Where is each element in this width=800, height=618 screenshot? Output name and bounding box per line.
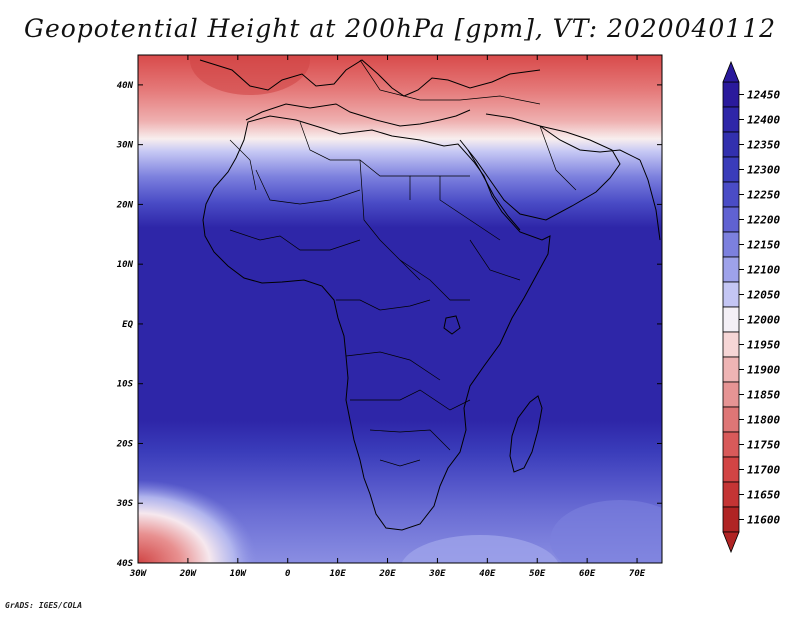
colorbar-swatch	[722, 481, 740, 508]
colorbar-swatch	[722, 506, 740, 533]
map-title: Geopotential Height at 200hPa [gpm], VT:…	[23, 14, 777, 43]
border-line	[469, 239, 521, 281]
colorbar-label: 12250	[747, 189, 780, 202]
border-line	[399, 259, 470, 301]
height-field	[138, 55, 662, 563]
lon-tick-label: 20E	[378, 569, 396, 579]
africa-coastline	[202, 115, 551, 531]
colorbar-label: 12050	[747, 289, 780, 302]
border-line	[439, 176, 501, 241]
colorbar-label: 12450	[747, 89, 780, 102]
colorbar-swatch	[722, 181, 740, 208]
lat-tick-label: 10S	[117, 380, 134, 390]
colorbar-label: 12300	[747, 164, 780, 177]
colorbar-label: 11650	[747, 489, 780, 502]
colorbar-swatch	[722, 381, 740, 408]
colorbar-min-arrow	[722, 531, 740, 554]
colorbar-swatch	[722, 456, 740, 483]
border-line	[336, 299, 431, 311]
colorbar-label: 12150	[747, 239, 780, 252]
lat-tick-label: 40S	[117, 559, 134, 569]
colorbar-swatch	[722, 356, 740, 383]
colorbar-label: 12350	[747, 139, 780, 152]
border-line	[379, 459, 421, 467]
lat-tick-label: 40N	[117, 81, 134, 91]
map-plot-area	[138, 55, 662, 563]
colorbar-label: 12200	[747, 214, 780, 227]
mediterranean-coast	[245, 103, 471, 127]
arabia-coast	[459, 113, 621, 221]
colorbar-label: 11600	[747, 514, 780, 527]
lon-tick-label: 60E	[579, 569, 596, 579]
colorbar-swatch	[722, 81, 740, 108]
lat-tick-label: 10N	[117, 260, 134, 270]
lon-tick-label: 0	[285, 569, 291, 579]
grads-credit: GrADS: IGES/COLA	[5, 601, 83, 610]
colorbar-label: 11850	[747, 389, 780, 402]
lat-tick-label: 20S	[116, 439, 134, 449]
south-ridge-shading	[401, 535, 559, 563]
border-line	[345, 351, 441, 381]
europe-coast	[199, 59, 541, 97]
lat-tick-label: 30N	[116, 141, 134, 151]
colorbar-max-arrow	[722, 60, 740, 83]
colorbar-swatch	[722, 431, 740, 458]
border-line	[255, 169, 361, 205]
colorbar-swatch	[722, 231, 740, 258]
north-low-shading-west	[190, 55, 310, 95]
lon-tick-label: 10W	[230, 569, 248, 579]
persian-gulf-coast	[539, 125, 641, 161]
lon-tick-label: 50E	[529, 569, 546, 579]
lon-tick-label: 30E	[428, 569, 446, 579]
lon-tick-label: 20W	[179, 569, 198, 579]
india-coast	[639, 159, 661, 241]
latitude-axis: 40N 30N 20N 10N EQ 10S 20S 30S 40S	[116, 81, 662, 569]
lat-tick-label: EQ	[122, 320, 133, 330]
border-line	[359, 59, 541, 105]
colorbar-swatch	[722, 331, 740, 358]
border-line	[229, 229, 361, 251]
lon-tick-label: 70E	[629, 569, 646, 579]
colorbar-label: 11900	[747, 364, 780, 377]
lake-victoria	[443, 315, 461, 335]
colorbar-swatch	[722, 306, 740, 333]
colorbar-label: 11950	[747, 339, 780, 352]
colorbar-label: 11700	[747, 464, 780, 477]
colorbar-swatch	[722, 281, 740, 308]
lat-tick-label: 30S	[116, 499, 134, 509]
north-low-shading	[210, 55, 650, 100]
colorbar-label: 11800	[747, 414, 780, 427]
map-frame	[137, 54, 663, 564]
colorbar: 12450 12400 12350 12300 12250 12200 12150 12100…	[722, 60, 780, 554]
colorbar-label: 11750	[747, 439, 780, 452]
colorbar-swatch	[722, 131, 740, 158]
coastlines	[199, 59, 661, 531]
colorbar-swatch	[722, 256, 740, 283]
border-line	[359, 159, 421, 281]
colorbar-label: 12100	[747, 264, 780, 277]
longitude-axis: 30W 20W 10W 0 10E 20E 30E 40E 50E 60E 70E	[129, 55, 646, 579]
border-line	[229, 139, 257, 191]
lon-tick-label: 10E	[329, 569, 346, 579]
colorbar-swatch	[722, 406, 740, 433]
lon-tick-label: 30W	[129, 569, 148, 579]
border-line	[350, 389, 471, 411]
madagascar-coast	[509, 395, 543, 473]
colorbar-swatch	[722, 156, 740, 183]
red-sea-coast	[467, 149, 521, 231]
lat-tick-label: 20N	[116, 200, 134, 210]
country-borders	[229, 59, 577, 467]
border-line	[369, 429, 451, 451]
colorbar-label: 12400	[747, 114, 780, 127]
border-line	[539, 125, 577, 191]
colorbar-label: 12000	[747, 314, 780, 327]
sw-trough-shading	[138, 480, 258, 563]
lon-tick-label: 40E	[479, 569, 496, 579]
colorbar-swatch	[722, 106, 740, 133]
south-east-shading	[550, 500, 662, 563]
colorbar-swatch	[722, 206, 740, 233]
